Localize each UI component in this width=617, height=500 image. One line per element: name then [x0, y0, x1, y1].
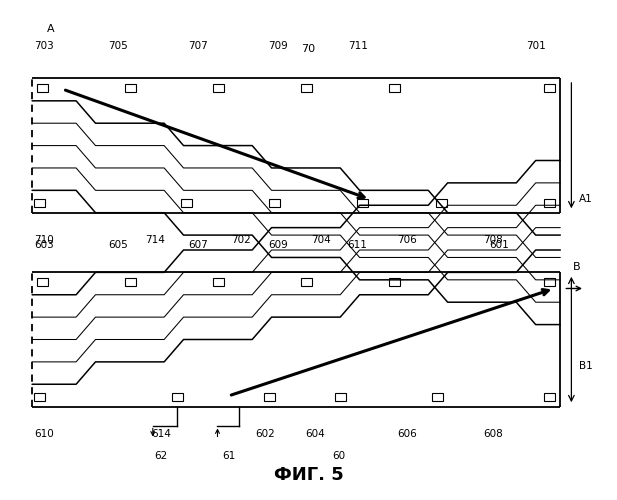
Bar — [544, 84, 555, 92]
Text: 601: 601 — [489, 240, 509, 250]
Text: 604: 604 — [305, 429, 325, 439]
Text: 709: 709 — [268, 41, 288, 51]
Text: 611: 611 — [348, 240, 368, 250]
Bar — [33, 392, 44, 402]
Bar — [125, 278, 136, 286]
Text: 602: 602 — [255, 429, 275, 439]
Text: ФИГ. 5: ФИГ. 5 — [273, 466, 344, 483]
Bar — [357, 198, 368, 207]
Bar — [37, 278, 48, 286]
Bar — [389, 278, 400, 286]
Text: 606: 606 — [397, 429, 416, 439]
Text: 703: 703 — [35, 41, 54, 51]
Text: 60: 60 — [333, 452, 346, 462]
Text: 62: 62 — [154, 452, 168, 462]
Text: B: B — [573, 262, 580, 272]
Bar — [213, 84, 224, 92]
Text: 607: 607 — [188, 240, 208, 250]
Bar — [436, 198, 447, 207]
Text: B1: B1 — [579, 362, 592, 372]
Text: 706: 706 — [397, 235, 416, 245]
Bar — [544, 278, 555, 286]
Bar — [125, 84, 136, 92]
Text: 608: 608 — [483, 429, 503, 439]
Bar — [181, 198, 192, 207]
Text: 610: 610 — [35, 429, 54, 439]
Text: 708: 708 — [483, 235, 503, 245]
Bar — [431, 392, 442, 402]
Text: 701: 701 — [526, 41, 545, 51]
Bar — [544, 392, 555, 402]
Text: 710: 710 — [35, 235, 54, 245]
Text: 714: 714 — [145, 235, 165, 245]
Text: 711: 711 — [348, 41, 368, 51]
Text: 609: 609 — [268, 240, 288, 250]
Bar — [172, 392, 183, 402]
Text: 603: 603 — [35, 240, 54, 250]
Text: 702: 702 — [231, 235, 251, 245]
Bar — [264, 392, 275, 402]
Text: A1: A1 — [579, 194, 592, 204]
Bar — [37, 84, 48, 92]
Text: 704: 704 — [311, 235, 331, 245]
Text: 707: 707 — [188, 41, 208, 51]
Bar — [33, 198, 44, 207]
Bar — [544, 198, 555, 207]
Bar — [334, 392, 346, 402]
Bar — [301, 278, 312, 286]
Text: 70: 70 — [302, 44, 315, 54]
Text: 61: 61 — [222, 452, 235, 462]
Text: 605: 605 — [108, 240, 128, 250]
Bar — [213, 278, 224, 286]
Bar — [301, 84, 312, 92]
Text: 614: 614 — [151, 429, 171, 439]
Text: 705: 705 — [108, 41, 128, 51]
Bar — [268, 198, 280, 207]
Bar — [389, 84, 400, 92]
Text: A: A — [47, 24, 54, 34]
